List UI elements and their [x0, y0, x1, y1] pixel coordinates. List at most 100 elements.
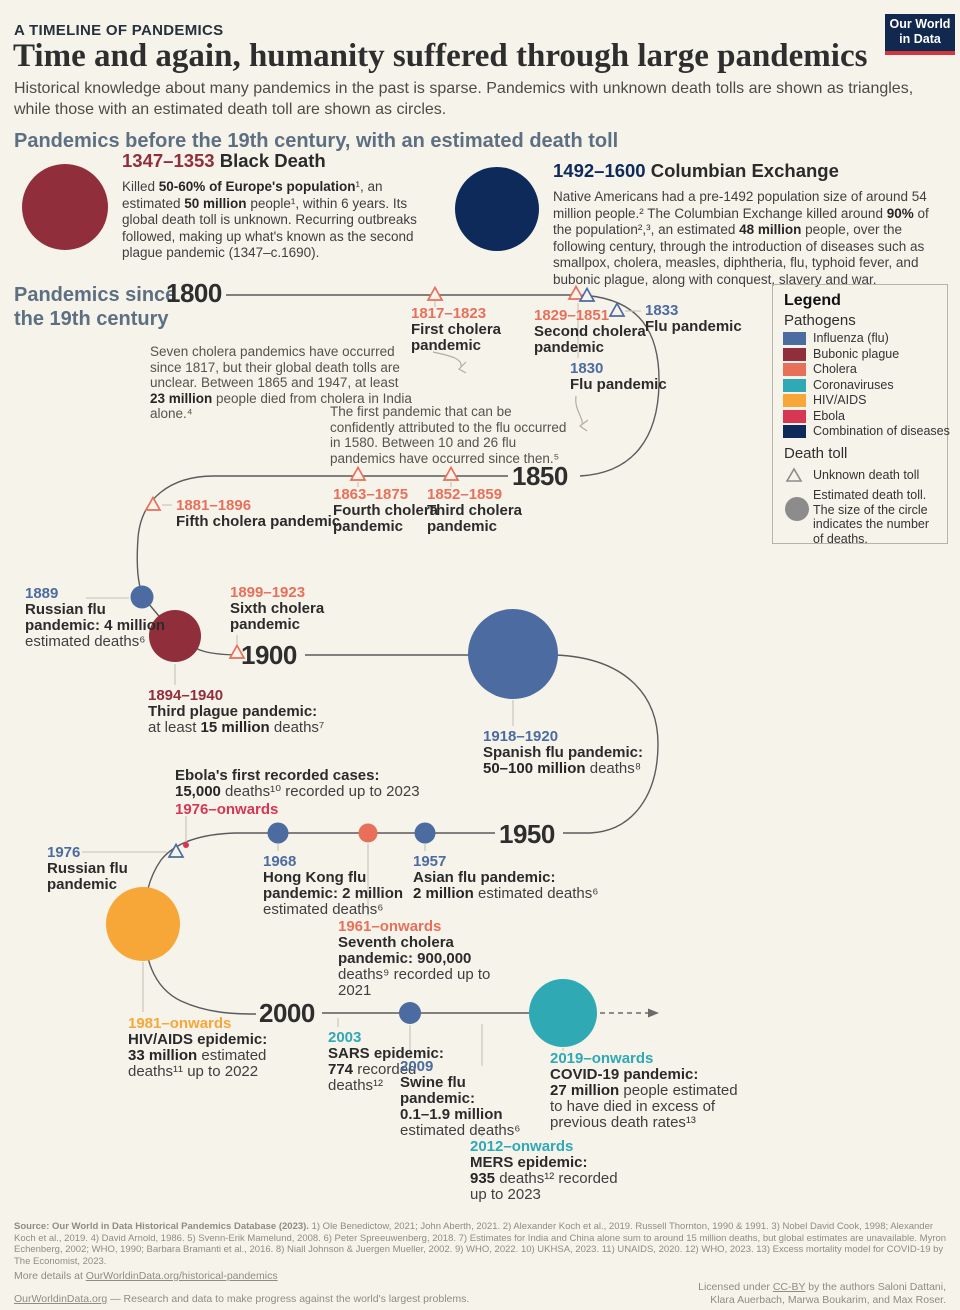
event-ebola: Ebola's first recorded cases: 15,000 dea… [175, 767, 420, 818]
decade-1800: 1800 [166, 278, 222, 308]
event-seventh-cholera: 1961–onwards Seventh cholera pandemic: 9… [338, 918, 491, 999]
event-fifth-cholera: 1881–1896 Fifth cholera pandemic [176, 497, 341, 530]
fourth-cholera-triangle [349, 465, 367, 481]
event-asian-flu: 1957 Asian flu pandemic: 2 million estim… [413, 853, 599, 902]
more-details: More details at OurWorldinData.org/histo… [14, 1270, 278, 1282]
label-connectors [82, 301, 641, 1137]
legend-swatch-cholera [783, 363, 806, 376]
first-cholera-triangle [426, 285, 444, 301]
columbian-date: 1492–1600 [553, 160, 646, 181]
event-mers: 2012–onwards MERS epidemic: 935 deaths¹²… [470, 1138, 618, 1203]
columbian-body: Native Americans had a pre-1492 populati… [553, 189, 929, 287]
decade-1900: 1900 [241, 640, 297, 670]
sixth-cholera-triangle [228, 643, 246, 659]
legend-death-toll-label: Death toll [784, 445, 848, 462]
timeline-1850 [136, 475, 508, 598]
covid-19-circle [529, 979, 597, 1047]
legend-pathogens-label: Pathogens [784, 312, 856, 329]
legend-item-bubonic: Bubonic plague [813, 346, 900, 361]
flu-note-arrow-icon [578, 419, 589, 432]
event-sars: 2003 SARS epidemic: 774 recorded deaths¹… [328, 1029, 444, 1094]
event-russian-flu-1889: 1889 Russian flu pandemic: 4 million est… [25, 585, 166, 650]
russian-flu-1889-circle [130, 585, 154, 609]
flu-1830-triangle [578, 286, 596, 302]
columbian-exchange-circle [455, 167, 539, 251]
legend-swatch-bubonic [783, 347, 806, 361]
swine-flu-circle [399, 1002, 421, 1024]
russian-flu-1976-triangle [167, 842, 185, 858]
decade-1850: 1850 [512, 461, 568, 491]
flu-note: The first pandemic that can be confident… [330, 404, 567, 466]
asian-flu-circle [414, 822, 436, 844]
owid-logo-box: Our World in Data [885, 14, 955, 51]
legend-item-combination: Combination of diseases [813, 424, 950, 438]
event-spanish-flu: 1918–1920 Spanish flu pandemic: 50–100 m… [483, 728, 644, 777]
fifth-cholera-triangle [144, 495, 162, 511]
legend-unknown-label: Unknown death toll [813, 468, 920, 482]
legend-item-cholera: Cholera [813, 362, 857, 376]
seventh-cholera-circle [358, 823, 378, 843]
legend-item-corona: Coronaviruses [813, 377, 894, 392]
legend-swatch-ebola [783, 409, 806, 423]
owid-link[interactable]: OurWorldinData.org [14, 1293, 108, 1305]
event-flu-1833: 1833 Flu pandemic [645, 302, 742, 335]
black-death-body: Killed 50-60% of Europe's population¹, a… [122, 179, 417, 260]
legend-estimated-circle-icon [785, 497, 809, 521]
license: Licensed under CC-BY by the authors Salo… [698, 1281, 946, 1306]
historical-pandemics-link[interactable]: OurWorldinData.org/historical-pandemics [85, 1270, 278, 1282]
black-death-circle [22, 164, 108, 250]
legend: Legend Pathogens Influenza (flu) Bubonic… [772, 284, 950, 546]
decade-2000: 2000 [259, 998, 315, 1028]
legend-estimated-label: Estimated death toll. The size of the ci… [813, 488, 930, 546]
ebola-dot [183, 842, 189, 848]
hiv-aids-circle [106, 887, 180, 961]
legend-item-ebola: Ebola [813, 408, 845, 423]
owid-logo: Our World in Data [885, 14, 955, 55]
spanish-flu-circle [468, 609, 558, 699]
event-columbian-exchange: 1492–1600 Columbian Exchange Native Amer… [553, 160, 951, 288]
black-death-name: Black Death [219, 150, 326, 171]
hong-kong-flu-circle [267, 822, 289, 844]
legend-swatch-hiv [783, 394, 806, 407]
timeline-arc-1800-1850 [577, 294, 660, 477]
note-leaders [432, 351, 589, 432]
event-hong-kong-flu: 1968 Hong Kong flu pandemic: 2 million e… [263, 853, 404, 918]
event-russian-flu-1976: 1976 Russian flu pandemic [47, 844, 128, 893]
second-cholera-triangle [567, 284, 585, 300]
event-black-death: 1347–1353 Black Death Killed 50-60% of E… [122, 150, 434, 262]
event-sixth-cholera: 1899–1923 Sixth cholera pandemic [230, 584, 325, 633]
legend-swatch-influenza [783, 332, 806, 345]
event-flu-1830: 1830 Flu pandemic [570, 360, 667, 393]
subtitle: Historical knowledge about many pandemic… [14, 80, 914, 118]
event-covid-19: 2019–onwards COVID-19 pandemic: 27 milli… [550, 1050, 738, 1131]
tagline: OurWorldinData.org — Research and data t… [14, 1293, 470, 1305]
flu-1833-triangle [608, 301, 626, 317]
section-heading-since19: Pandemics since the 19th century [14, 284, 177, 330]
page-title: Time and again, humanity suffered throug… [13, 38, 868, 74]
cc-by-link[interactable]: CC-BY [772, 1281, 806, 1293]
event-hiv-aids: 1981–onwards HIV/AIDS epidemic: 33 milli… [128, 1015, 268, 1080]
cholera-note-arrow-icon [458, 361, 467, 374]
legend-title: Legend [784, 292, 841, 309]
decade-1950: 1950 [499, 819, 555, 849]
timeline-arc-1900-1950 [555, 654, 659, 834]
columbian-name: Columbian Exchange [650, 160, 839, 181]
event-third-plague: 1894–1940 Third plague pandemic: at leas… [148, 687, 325, 736]
event-fourth-cholera: 1863–1875 Fourth cholera pandemic [333, 486, 439, 535]
legend-swatch-corona [783, 378, 806, 392]
event-third-cholera: 1852–1859 Third cholera pandemic [427, 486, 523, 535]
black-death-date: 1347–1353 [122, 150, 215, 171]
cholera-note: Seven cholera pandemics have occurred si… [150, 344, 412, 421]
third-plague-circle [149, 610, 201, 662]
event-swine-flu: 2009 Swine flu pandemic: 0.1–1.9 million… [400, 1058, 521, 1139]
unknown-toll-triangles [144, 284, 626, 858]
section-heading-pre19: Pandemics before the 19th century, with … [14, 130, 619, 152]
event-first-cholera: 1817–1823 First cholera pandemic [411, 305, 502, 354]
legend-item-influenza: Influenza (flu) [813, 331, 889, 345]
legend-unknown-triangle-icon [785, 467, 803, 482]
eyebrow: A TIMELINE OF PANDEMICS [14, 22, 224, 39]
third-cholera-triangle [442, 465, 460, 481]
legend-item-hiv: HIV/AIDS [813, 393, 867, 407]
